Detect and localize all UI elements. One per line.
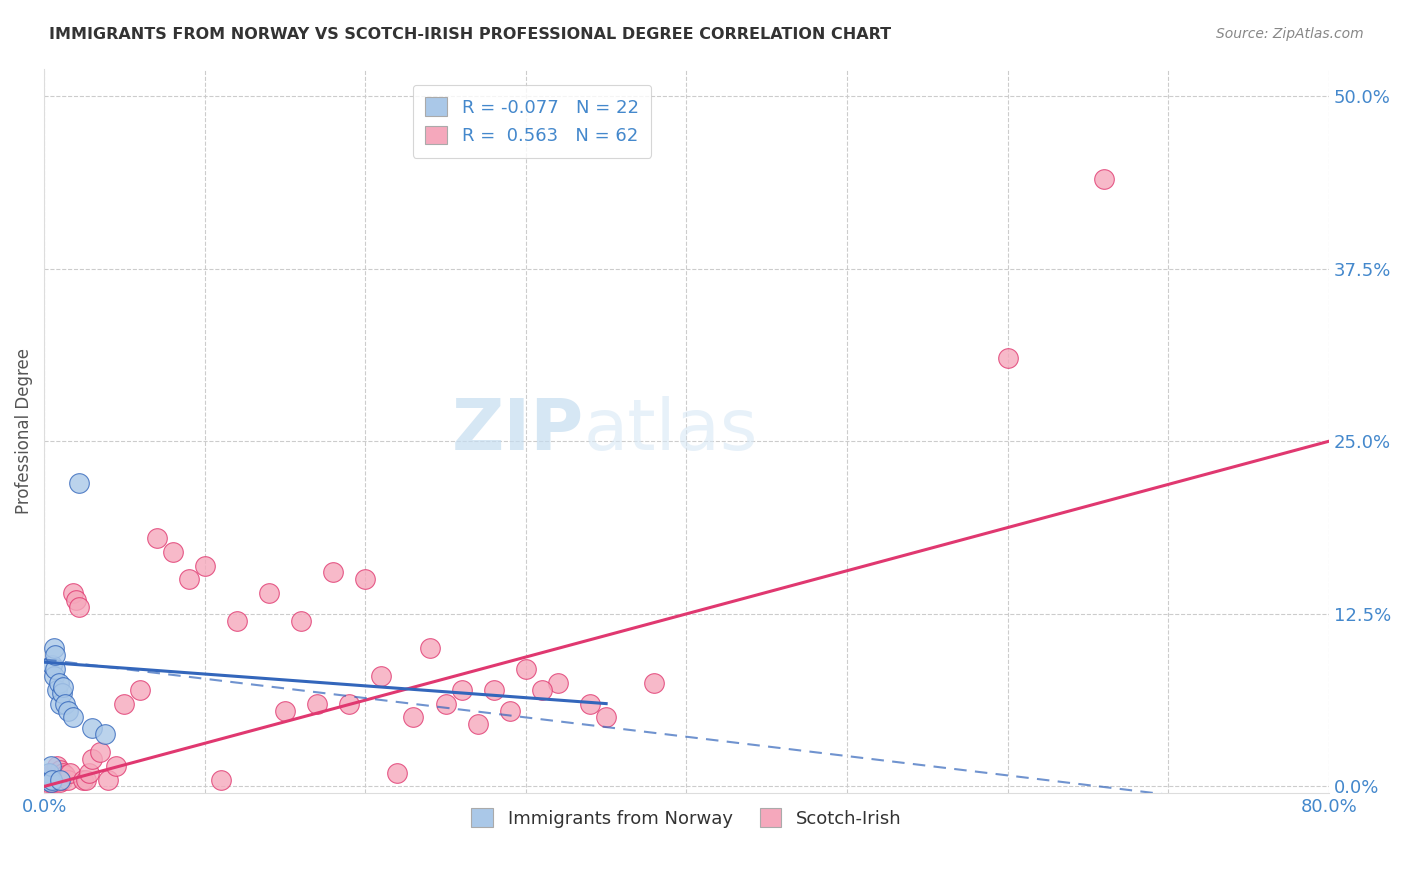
Point xyxy=(387,765,409,780)
Point xyxy=(44,648,66,663)
Point xyxy=(579,697,602,711)
Point xyxy=(94,727,117,741)
Legend: Immigrants from Norway, Scotch-Irish: Immigrants from Norway, Scotch-Irish xyxy=(464,801,908,835)
Point xyxy=(482,682,505,697)
Point xyxy=(450,682,472,697)
Point xyxy=(209,772,232,787)
Point xyxy=(48,768,70,782)
Point xyxy=(39,775,62,789)
Text: Source: ZipAtlas.com: Source: ZipAtlas.com xyxy=(1216,27,1364,41)
Point xyxy=(162,545,184,559)
Point xyxy=(49,697,72,711)
Point xyxy=(58,704,80,718)
Point xyxy=(434,697,457,711)
Point xyxy=(69,475,91,490)
Point xyxy=(290,614,312,628)
Point xyxy=(129,682,152,697)
Point xyxy=(44,768,66,782)
Point xyxy=(62,586,84,600)
Text: atlas: atlas xyxy=(583,396,758,466)
Point xyxy=(51,685,73,699)
Text: IMMIGRANTS FROM NORWAY VS SCOTCH-IRISH PROFESSIONAL DEGREE CORRELATION CHART: IMMIGRANTS FROM NORWAY VS SCOTCH-IRISH P… xyxy=(49,27,891,42)
Point xyxy=(44,662,66,676)
Point xyxy=(467,717,489,731)
Point xyxy=(354,572,377,586)
Point xyxy=(69,599,91,614)
Point xyxy=(46,758,69,772)
Point xyxy=(49,763,72,777)
Point xyxy=(58,772,80,787)
Point xyxy=(48,676,70,690)
Point xyxy=(370,669,392,683)
Point xyxy=(274,704,297,718)
Point xyxy=(53,768,76,782)
Point xyxy=(418,641,440,656)
Point xyxy=(49,775,72,789)
Point xyxy=(39,768,62,782)
Point xyxy=(52,765,75,780)
Point xyxy=(177,572,200,586)
Point xyxy=(44,775,66,789)
Point xyxy=(89,745,111,759)
Point xyxy=(38,765,60,780)
Point xyxy=(194,558,217,573)
Point xyxy=(75,772,97,787)
Point xyxy=(105,758,128,772)
Point xyxy=(46,682,69,697)
Point xyxy=(97,772,120,787)
Point xyxy=(145,531,167,545)
Point xyxy=(82,722,104,736)
Point xyxy=(547,676,569,690)
Point xyxy=(41,657,63,672)
Y-axis label: Professional Degree: Professional Degree xyxy=(15,348,32,514)
Point xyxy=(72,772,94,787)
Point xyxy=(515,662,537,676)
Point xyxy=(997,351,1019,366)
Point xyxy=(402,710,425,724)
Point xyxy=(337,697,360,711)
Point xyxy=(62,710,84,724)
Point xyxy=(257,586,280,600)
Point xyxy=(49,772,72,787)
Point xyxy=(77,765,100,780)
Point xyxy=(41,765,63,780)
Point xyxy=(39,758,62,772)
Point xyxy=(41,772,63,787)
Point xyxy=(499,704,522,718)
Point xyxy=(42,669,65,683)
Point xyxy=(530,682,553,697)
Point xyxy=(52,680,75,694)
Point xyxy=(41,772,63,787)
Text: ZIP: ZIP xyxy=(451,396,583,466)
Point xyxy=(65,593,87,607)
Point xyxy=(46,772,69,787)
Point xyxy=(42,641,65,656)
Point xyxy=(37,772,59,787)
Point xyxy=(322,566,344,580)
Point xyxy=(53,697,76,711)
Point xyxy=(595,710,617,724)
Point xyxy=(39,775,62,789)
Point xyxy=(643,676,665,690)
Point xyxy=(59,765,82,780)
Point xyxy=(307,697,329,711)
Point xyxy=(225,614,247,628)
Point xyxy=(82,752,104,766)
Point xyxy=(42,765,65,780)
Point xyxy=(51,772,73,787)
Point xyxy=(37,775,59,789)
Point xyxy=(42,772,65,787)
Point xyxy=(112,697,135,711)
Point xyxy=(1092,172,1115,186)
Point xyxy=(38,772,60,787)
